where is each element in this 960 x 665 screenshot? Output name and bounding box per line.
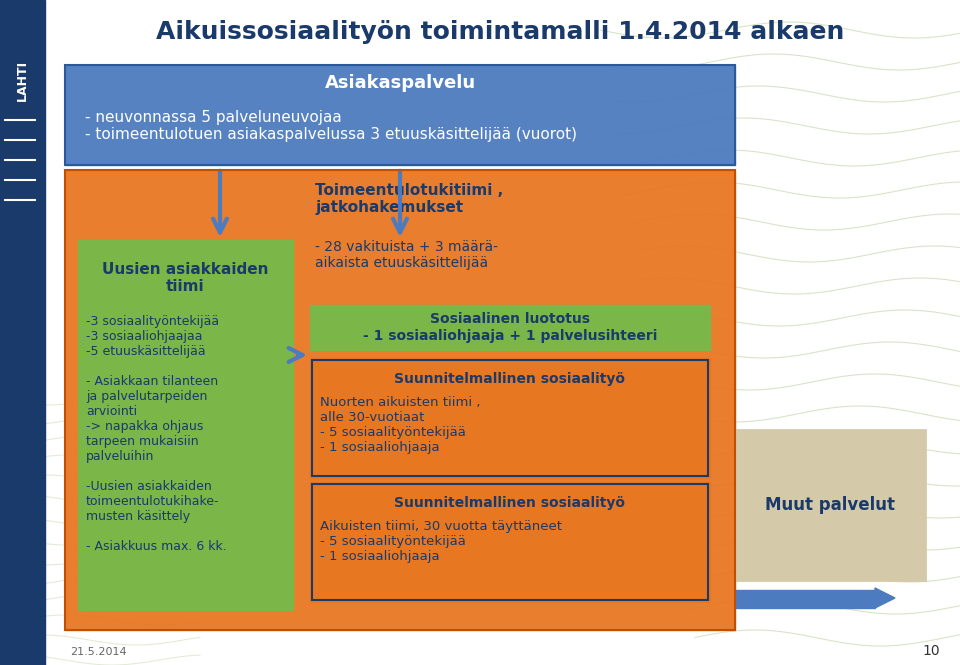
Text: -3 sosiaalityöntekijää
-3 sosiaaliohjaajaa
-5 etuuskäsittelijää

- Asiakkaan til: -3 sosiaalityöntekijää -3 sosiaaliohjaaj… (86, 315, 227, 553)
Bar (735, 430, 925, 580)
Text: Asiakaspalvelu: Asiakaspalvelu (324, 74, 475, 92)
Text: Aikuisten tiimi, 30 vuotta täyttäneet
- 5 sosiaalityöntekijää
- 1 sosiaaliohjaaj: Aikuisten tiimi, 30 vuotta täyttäneet - … (320, 520, 562, 563)
Bar (310, 305, 710, 350)
Bar (65, 65, 735, 165)
Text: Toimeentulotukitiimi ,
jatkohakemukset: Toimeentulotukitiimi , jatkohakemukset (315, 183, 503, 215)
Polygon shape (735, 588, 895, 608)
Text: Suunnitelmallinen sosiaalityö: Suunnitelmallinen sosiaalityö (395, 372, 626, 386)
Text: 21.5.2014: 21.5.2014 (70, 647, 127, 657)
Text: Uusien asiakkaiden
tiimi: Uusien asiakkaiden tiimi (103, 262, 269, 295)
Text: LAHTI: LAHTI (15, 59, 29, 100)
Text: 10: 10 (923, 644, 940, 658)
Bar (78, 240, 293, 610)
Bar (65, 65, 735, 165)
Text: Muut palvelut: Muut palvelut (765, 496, 895, 514)
Bar (735, 590, 875, 608)
Bar (312, 360, 708, 476)
Bar (310, 482, 710, 602)
Text: - neuvonnassa 5 palveluneuvojaa
- toimeentulotuen asiakaspalvelussa 3 etuuskäsit: - neuvonnassa 5 palveluneuvojaa - toimee… (85, 110, 577, 142)
Text: Suunnitelmallinen sosiaalityö: Suunnitelmallinen sosiaalityö (395, 496, 626, 510)
Text: Sosiaalinen luototus
- 1 sosiaaliohjaaja + 1 palvelusihteeri: Sosiaalinen luototus - 1 sosiaaliohjaaja… (363, 313, 658, 342)
Bar (310, 358, 710, 478)
Text: Nuorten aikuisten tiimi ,
alle 30-vuotiaat
- 5 sosiaalityöntekijää
- 1 sosiaalio: Nuorten aikuisten tiimi , alle 30-vuotia… (320, 396, 481, 454)
Bar (312, 484, 708, 600)
Text: Aikuissosiaalityön toimintamalli 1.4.2014 alkaen: Aikuissosiaalityön toimintamalli 1.4.201… (156, 20, 844, 44)
Text: - 28 vakituista + 3 määrä-
aikaista etuuskäsittelijää: - 28 vakituista + 3 määrä- aikaista etuu… (315, 240, 498, 270)
Bar (0, 0, 45, 665)
Bar (65, 170, 735, 630)
Bar (65, 170, 735, 630)
